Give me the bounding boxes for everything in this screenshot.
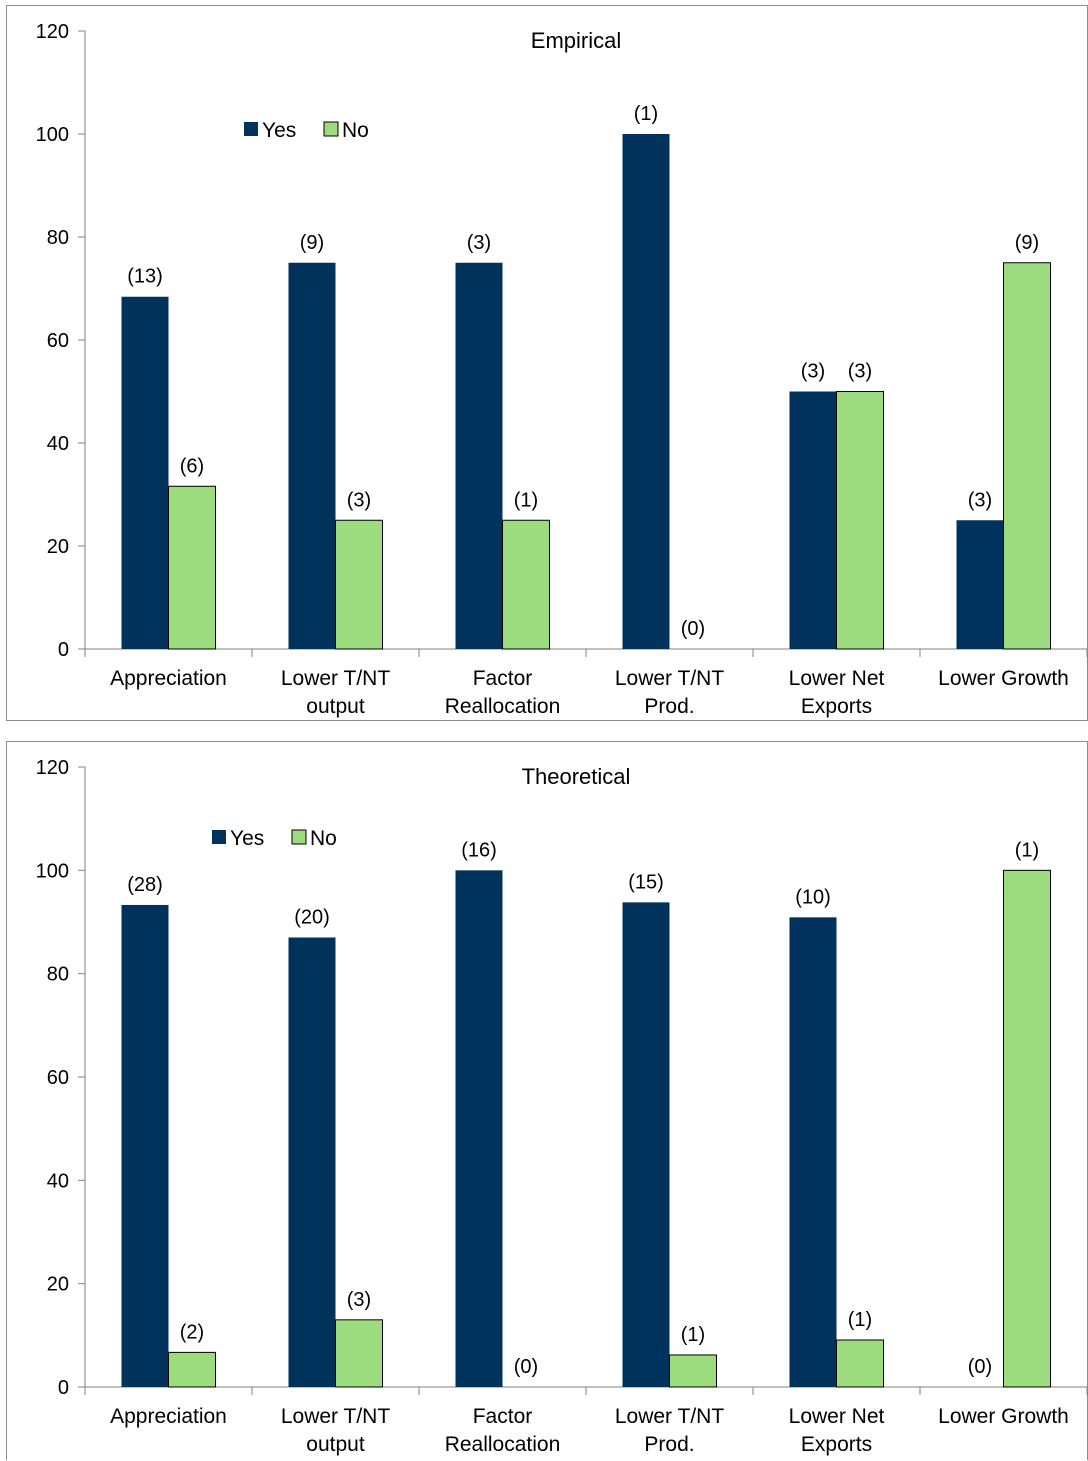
y-tick-label: 100 — [36, 860, 69, 882]
bar-no — [335, 519, 383, 650]
x-category-label: Appreciation — [110, 1405, 227, 1428]
chart-title: Theoretical — [522, 764, 631, 789]
legend: Yes No — [244, 119, 369, 142]
x-category-label: Prod. — [644, 695, 694, 718]
data-label-yes: (3) — [467, 232, 491, 254]
x-category-label: Lower Growth — [938, 667, 1069, 690]
data-label-yes: (16) — [461, 839, 497, 861]
x-category-label: Factor — [473, 667, 533, 690]
data-label-no: (1) — [848, 1309, 872, 1331]
data-label-yes: (1) — [634, 103, 658, 125]
data-label-no: (0) — [514, 1356, 538, 1378]
data-label-no: (3) — [347, 489, 371, 511]
data-label-yes: (15) — [628, 871, 664, 893]
bar-no — [836, 1339, 884, 1388]
data-label-yes: (0) — [968, 1356, 992, 1378]
data-label-yes: (9) — [300, 232, 324, 254]
data-label-yes: (13) — [127, 266, 163, 288]
bar-no — [1003, 869, 1051, 1388]
y-tick-label: 20 — [47, 1274, 69, 1296]
bar-no — [335, 1319, 383, 1388]
legend-label-yes: Yes — [230, 827, 264, 850]
x-category-label: Lower T/NT — [615, 667, 724, 690]
x-category-label: output — [306, 1433, 365, 1456]
empirical-chart: Empirical 0 20 40 60 80 100 120 (13) (6) Appreciat… — [36, 21, 1088, 718]
legend-swatch-no — [323, 121, 339, 137]
bar-no — [168, 1351, 216, 1388]
data-label-yes: (3) — [801, 361, 825, 383]
y-tick-label: 80 — [47, 964, 69, 986]
y-tick-label: 80 — [47, 227, 69, 249]
y-tick-label: 0 — [58, 1377, 69, 1399]
bar-yes — [455, 262, 503, 649]
y-tick-label: 60 — [47, 1067, 69, 1089]
y-tick-label: 40 — [47, 1170, 69, 1192]
data-label-no: (1) — [1015, 839, 1039, 861]
data-label-yes: (10) — [795, 886, 831, 908]
bar-yes — [455, 870, 503, 1387]
bar-yes — [622, 902, 670, 1387]
x-category-label: Lower Net — [789, 1405, 885, 1428]
x-category-label: Exports — [801, 1433, 872, 1456]
y-tick-label: 100 — [36, 124, 69, 146]
empirical-chart-panel: Empirical 0 20 40 60 80 100 120 (13) (6) Appreciat… — [6, 5, 1088, 721]
data-label-yes: (28) — [127, 874, 163, 896]
legend-swatch-yes — [212, 830, 226, 844]
legend-label-yes: Yes — [262, 119, 296, 142]
bar-no — [502, 519, 550, 650]
theoretical-chart-panel: Theoretical 0 20 40 60 80 100 120 (28) (2) Appreci… — [6, 741, 1088, 1460]
x-category-label: Lower Net — [789, 667, 885, 690]
data-label-no: (3) — [848, 361, 872, 383]
data-label-yes: (20) — [294, 907, 330, 929]
bar-yes — [288, 262, 336, 649]
bar-no — [168, 485, 216, 650]
data-label-no: (1) — [514, 489, 538, 511]
y-tick-label: 0 — [58, 639, 69, 661]
x-category-label: Factor — [473, 1405, 533, 1428]
x-category-label: Reallocation — [445, 1433, 561, 1456]
x-category-label: Lower T/NT — [281, 1405, 390, 1428]
data-label-no: (6) — [180, 455, 204, 477]
y-tick-label: 120 — [36, 21, 69, 43]
data-label-no: (9) — [1015, 232, 1039, 254]
y-tick-label: 20 — [47, 536, 69, 558]
x-category-label: output — [306, 695, 365, 718]
legend: Yes No — [212, 827, 337, 850]
bar-yes — [789, 391, 837, 649]
bar-yes — [121, 904, 169, 1387]
data-label-no: (3) — [347, 1289, 371, 1311]
data-label-no: (0) — [681, 618, 705, 640]
bar-no — [669, 1354, 717, 1388]
x-category-label: Prod. — [644, 1433, 694, 1456]
bar-no — [836, 391, 884, 650]
legend-swatch-no — [291, 829, 307, 845]
y-tick-label: 60 — [47, 330, 69, 352]
y-tick-label: 120 — [36, 757, 69, 779]
x-category-label: Lower T/NT — [615, 1405, 724, 1428]
theoretical-chart: Theoretical 0 20 40 60 80 100 120 (28) (2) Appreci… — [36, 757, 1088, 1456]
bar-yes — [789, 917, 837, 1387]
y-tick-label: 40 — [47, 433, 69, 455]
bar-yes — [622, 134, 670, 649]
bar-no — [1003, 262, 1051, 650]
chart-title: Empirical — [531, 28, 621, 53]
legend-label-no: No — [310, 827, 337, 850]
x-category-label: Lower T/NT — [281, 667, 390, 690]
x-category-label: Appreciation — [110, 667, 227, 690]
x-category-label: Lower Growth — [938, 1405, 1069, 1428]
legend-swatch-yes — [244, 122, 258, 136]
legend-label-no: No — [342, 119, 369, 142]
bar-yes — [121, 296, 169, 649]
data-label-no: (2) — [180, 1321, 204, 1343]
x-category-label: Reallocation — [445, 695, 561, 718]
data-label-yes: (3) — [968, 489, 992, 511]
data-label-no: (1) — [681, 1324, 705, 1346]
x-category-label: Exports — [801, 695, 872, 718]
bar-yes — [956, 520, 1004, 649]
bar-yes — [288, 937, 336, 1387]
